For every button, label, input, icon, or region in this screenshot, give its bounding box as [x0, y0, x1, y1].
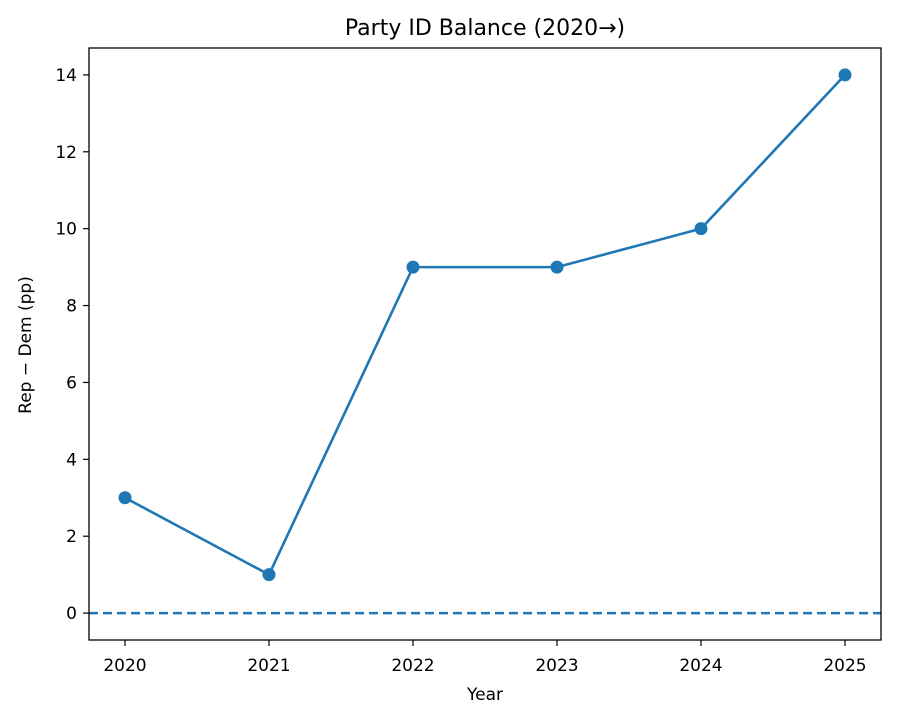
- x-tick-label-2023: 2023: [535, 656, 578, 676]
- y-tick-label-14: 14: [55, 66, 77, 86]
- series-line: [124, 74, 846, 576]
- y-tick-label-4: 4: [66, 450, 77, 470]
- x-tick-label-2020: 2020: [103, 656, 146, 676]
- data-point-2020[interactable]: [118, 491, 132, 505]
- data-point-2021[interactable]: [262, 568, 276, 582]
- x-axis-label: Year: [466, 685, 503, 705]
- y-tick-label-8: 8: [66, 297, 77, 317]
- y-tick-label-10: 10: [55, 220, 77, 240]
- x-tick-label-2021: 2021: [247, 656, 290, 676]
- x-tick-label-2025: 2025: [823, 656, 866, 676]
- y-tick-label-12: 12: [55, 143, 77, 163]
- axes-frame: [88, 47, 882, 641]
- x-tick-label-2024: 2024: [679, 656, 722, 676]
- data-point-2022[interactable]: [406, 260, 420, 274]
- plot-area: 2020 2021 2022 2023 2024 2025 0 2 4 6 8 10 12 14: [55, 47, 882, 676]
- data-point-2024[interactable]: [694, 222, 708, 236]
- chart-title: Party ID Balance (2020→): [345, 16, 625, 41]
- data-point-2025[interactable]: [838, 68, 852, 82]
- y-tick-label-6: 6: [66, 373, 77, 393]
- y-axis-label: Rep − Dem (pp): [16, 276, 36, 414]
- x-tick-label-2022: 2022: [391, 656, 434, 676]
- y-tick-label-2: 2: [66, 527, 77, 547]
- y-tick-label-0: 0: [66, 604, 77, 624]
- data-point-2023[interactable]: [550, 260, 564, 274]
